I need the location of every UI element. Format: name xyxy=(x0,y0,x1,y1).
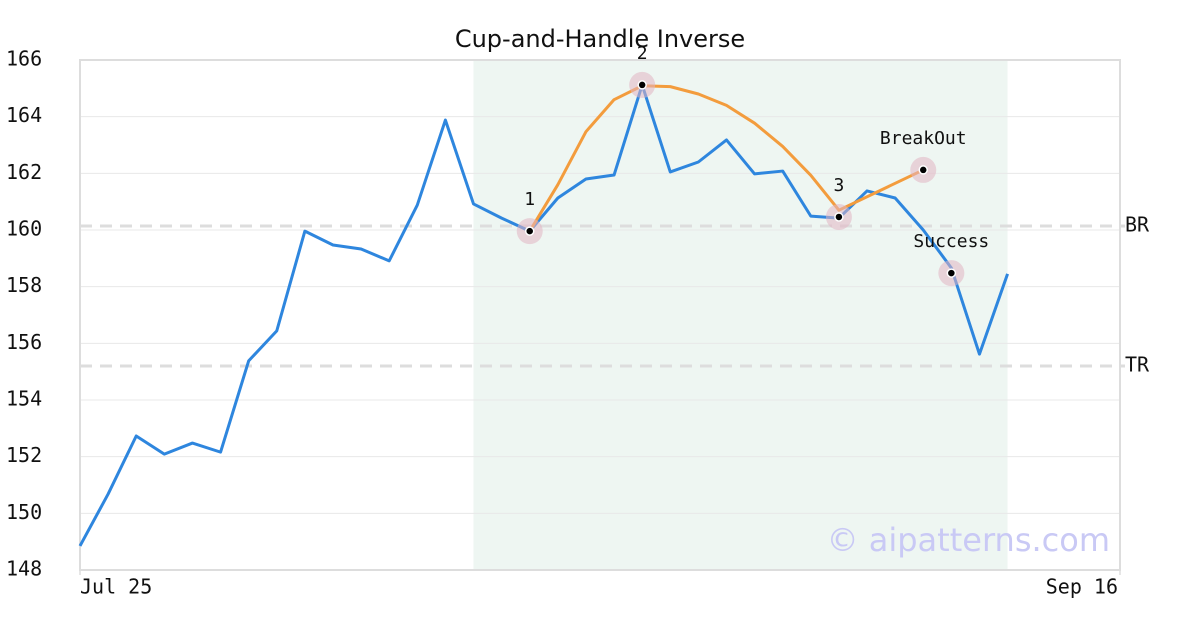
plot-frame xyxy=(79,59,1121,571)
y-tick-label: 152 xyxy=(6,443,42,467)
point-dot xyxy=(834,212,844,222)
y-tick-label: 158 xyxy=(6,273,42,297)
y-tick-label: 156 xyxy=(6,330,42,354)
x-tick-label: Sep 16 xyxy=(1046,575,1118,599)
point-dot xyxy=(946,268,957,278)
level-label: TR xyxy=(1125,353,1150,377)
highlight-band xyxy=(473,60,1008,570)
point-label: BreakOut xyxy=(880,128,967,149)
point-label: 2 xyxy=(637,43,648,64)
y-tick-label: 160 xyxy=(6,217,42,241)
y-tick-label: 150 xyxy=(6,500,42,524)
point-dot xyxy=(918,165,928,175)
y-tick-label: 148 xyxy=(6,557,42,581)
point-label: 3 xyxy=(833,175,844,196)
watermark: © aipatterns.com xyxy=(827,521,1110,559)
y-tick-label: 154 xyxy=(6,387,42,411)
x-tick-label: Jul 25 xyxy=(80,575,152,599)
y-tick-label: 166 xyxy=(6,47,42,71)
y-tick-label: 162 xyxy=(6,160,42,184)
point-dot xyxy=(524,226,535,236)
point-dot xyxy=(637,80,647,90)
point-label: Success xyxy=(913,231,989,252)
level-label: BR xyxy=(1125,213,1150,237)
point-label: 1 xyxy=(524,189,535,210)
series-line xyxy=(528,84,924,232)
y-tick-label: 164 xyxy=(6,103,42,127)
chart-title: Cup-and-Handle Inverse xyxy=(455,25,745,53)
